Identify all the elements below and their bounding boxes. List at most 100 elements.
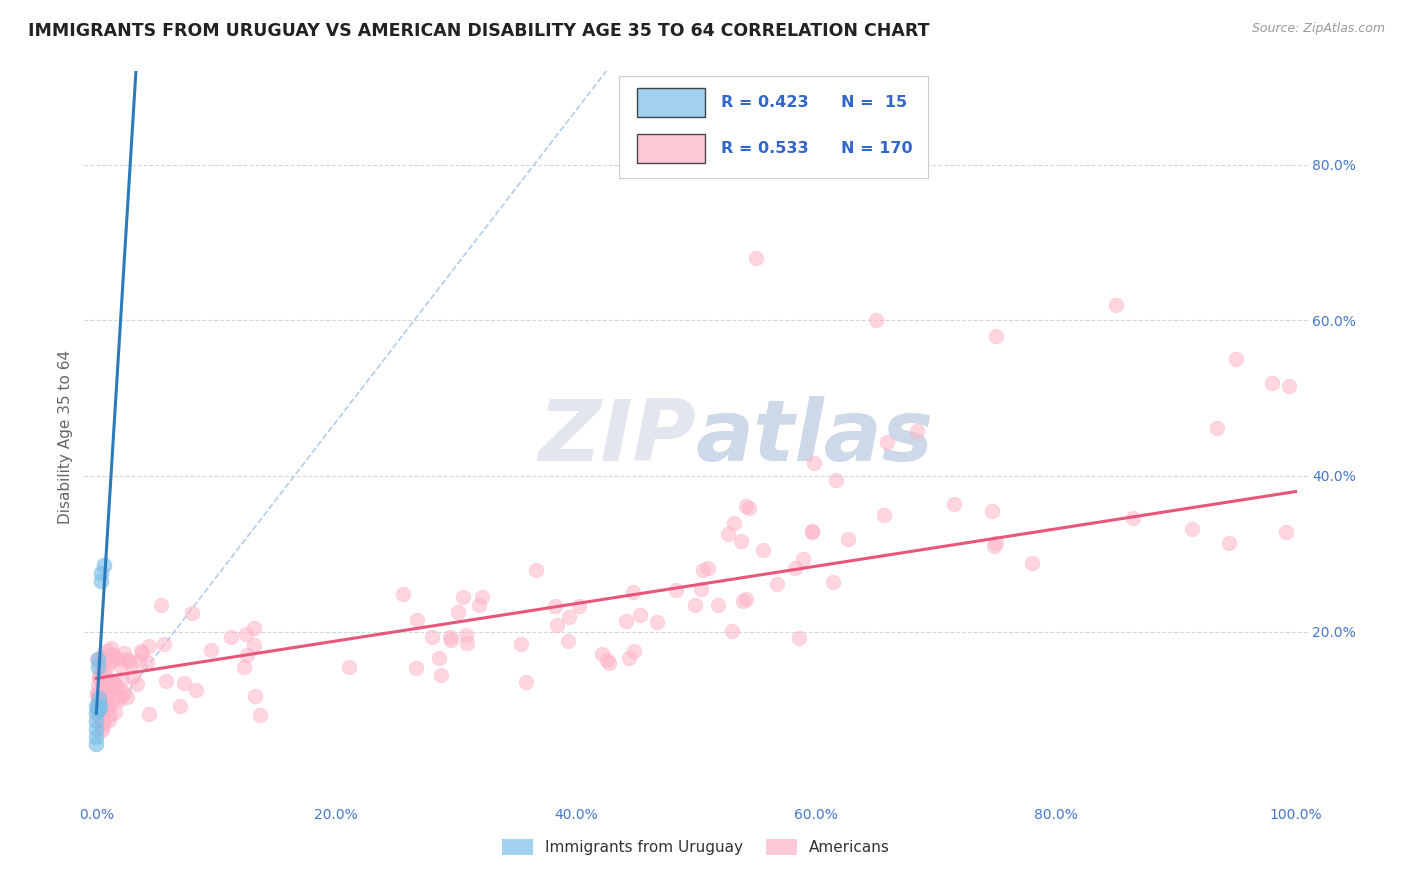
Point <box>117 651 139 665</box>
Point <box>440 632 463 647</box>
Point <box>87 687 110 701</box>
Point <box>454 628 477 642</box>
Text: R = 0.423: R = 0.423 <box>721 95 808 110</box>
Point <box>96 695 118 709</box>
Point <box>1021 556 1043 570</box>
Point <box>90 566 112 581</box>
Point <box>125 676 148 690</box>
Point <box>86 686 108 700</box>
Point <box>981 504 1004 518</box>
Point <box>391 587 413 601</box>
Point <box>86 651 108 665</box>
Text: IMMIGRANTS FROM URUGUAY VS AMERICAN DISABILITY AGE 35 TO 64 CORRELATION CHART: IMMIGRANTS FROM URUGUAY VS AMERICAN DISA… <box>28 22 929 40</box>
Point <box>138 639 160 653</box>
Point <box>1181 522 1204 536</box>
Point <box>86 659 108 673</box>
Point <box>131 646 153 660</box>
Point <box>93 687 115 701</box>
Point <box>766 577 789 591</box>
Point <box>87 670 110 684</box>
Point <box>730 534 752 549</box>
Point <box>905 424 928 438</box>
Point <box>1122 511 1144 525</box>
Point <box>90 686 112 700</box>
Point <box>93 650 115 665</box>
Point <box>405 660 427 674</box>
Point <box>93 715 115 730</box>
Point <box>557 634 579 648</box>
Point <box>337 659 360 673</box>
Point <box>1218 536 1240 550</box>
Point <box>243 690 266 704</box>
Point <box>690 582 713 597</box>
Point <box>89 671 111 685</box>
Point <box>87 670 110 684</box>
Point <box>87 678 110 692</box>
Point <box>86 690 108 705</box>
Point <box>429 650 451 665</box>
Point <box>91 680 114 694</box>
Point <box>1105 298 1128 312</box>
Point <box>91 683 114 698</box>
Point <box>87 656 110 670</box>
Point <box>98 680 121 694</box>
Y-axis label: Disability Age 35 to 64: Disability Age 35 to 64 <box>58 350 73 524</box>
Point <box>470 590 492 604</box>
Point <box>104 705 127 719</box>
Point <box>983 539 1005 553</box>
Point <box>558 609 581 624</box>
Text: Source: ZipAtlas.com: Source: ZipAtlas.com <box>1251 22 1385 36</box>
Point <box>86 738 108 752</box>
Point <box>1260 376 1282 390</box>
Point <box>90 679 112 693</box>
Point <box>628 607 651 622</box>
Point <box>785 560 807 574</box>
Point <box>683 598 706 612</box>
Point <box>135 655 157 669</box>
Point <box>121 670 143 684</box>
Point <box>89 695 111 709</box>
Point <box>86 702 108 716</box>
Point <box>716 526 738 541</box>
Point <box>86 688 108 702</box>
Point <box>86 652 108 666</box>
Point <box>93 713 115 727</box>
Legend: Immigrants from Uruguay, Americans: Immigrants from Uruguay, Americans <box>496 833 896 861</box>
Point <box>96 644 118 658</box>
Point <box>91 682 114 697</box>
Point <box>91 664 114 678</box>
Point <box>510 637 533 651</box>
Point <box>96 684 118 698</box>
Point <box>447 605 470 619</box>
Point <box>723 516 745 531</box>
Point <box>91 658 114 673</box>
Point <box>96 697 118 711</box>
Point <box>200 642 222 657</box>
Point <box>87 690 110 705</box>
Point <box>100 674 122 689</box>
Point <box>235 626 257 640</box>
Point <box>93 679 115 693</box>
Point <box>1225 352 1247 367</box>
Point <box>524 563 547 577</box>
Point <box>752 543 775 558</box>
Point <box>112 646 135 660</box>
Point <box>420 630 443 644</box>
Point <box>876 434 898 449</box>
Point <box>86 694 108 708</box>
Point <box>467 599 489 613</box>
Point <box>865 313 887 327</box>
Point <box>86 722 108 736</box>
Point <box>617 650 640 665</box>
Point <box>105 651 128 665</box>
Point <box>249 707 271 722</box>
Point <box>107 692 129 706</box>
Text: ZIP: ZIP <box>538 395 696 479</box>
Point <box>733 594 755 608</box>
Point <box>96 687 118 701</box>
Point <box>90 723 112 738</box>
Point <box>91 647 114 661</box>
Point <box>787 632 810 646</box>
Point <box>138 707 160 722</box>
Point <box>96 698 118 712</box>
